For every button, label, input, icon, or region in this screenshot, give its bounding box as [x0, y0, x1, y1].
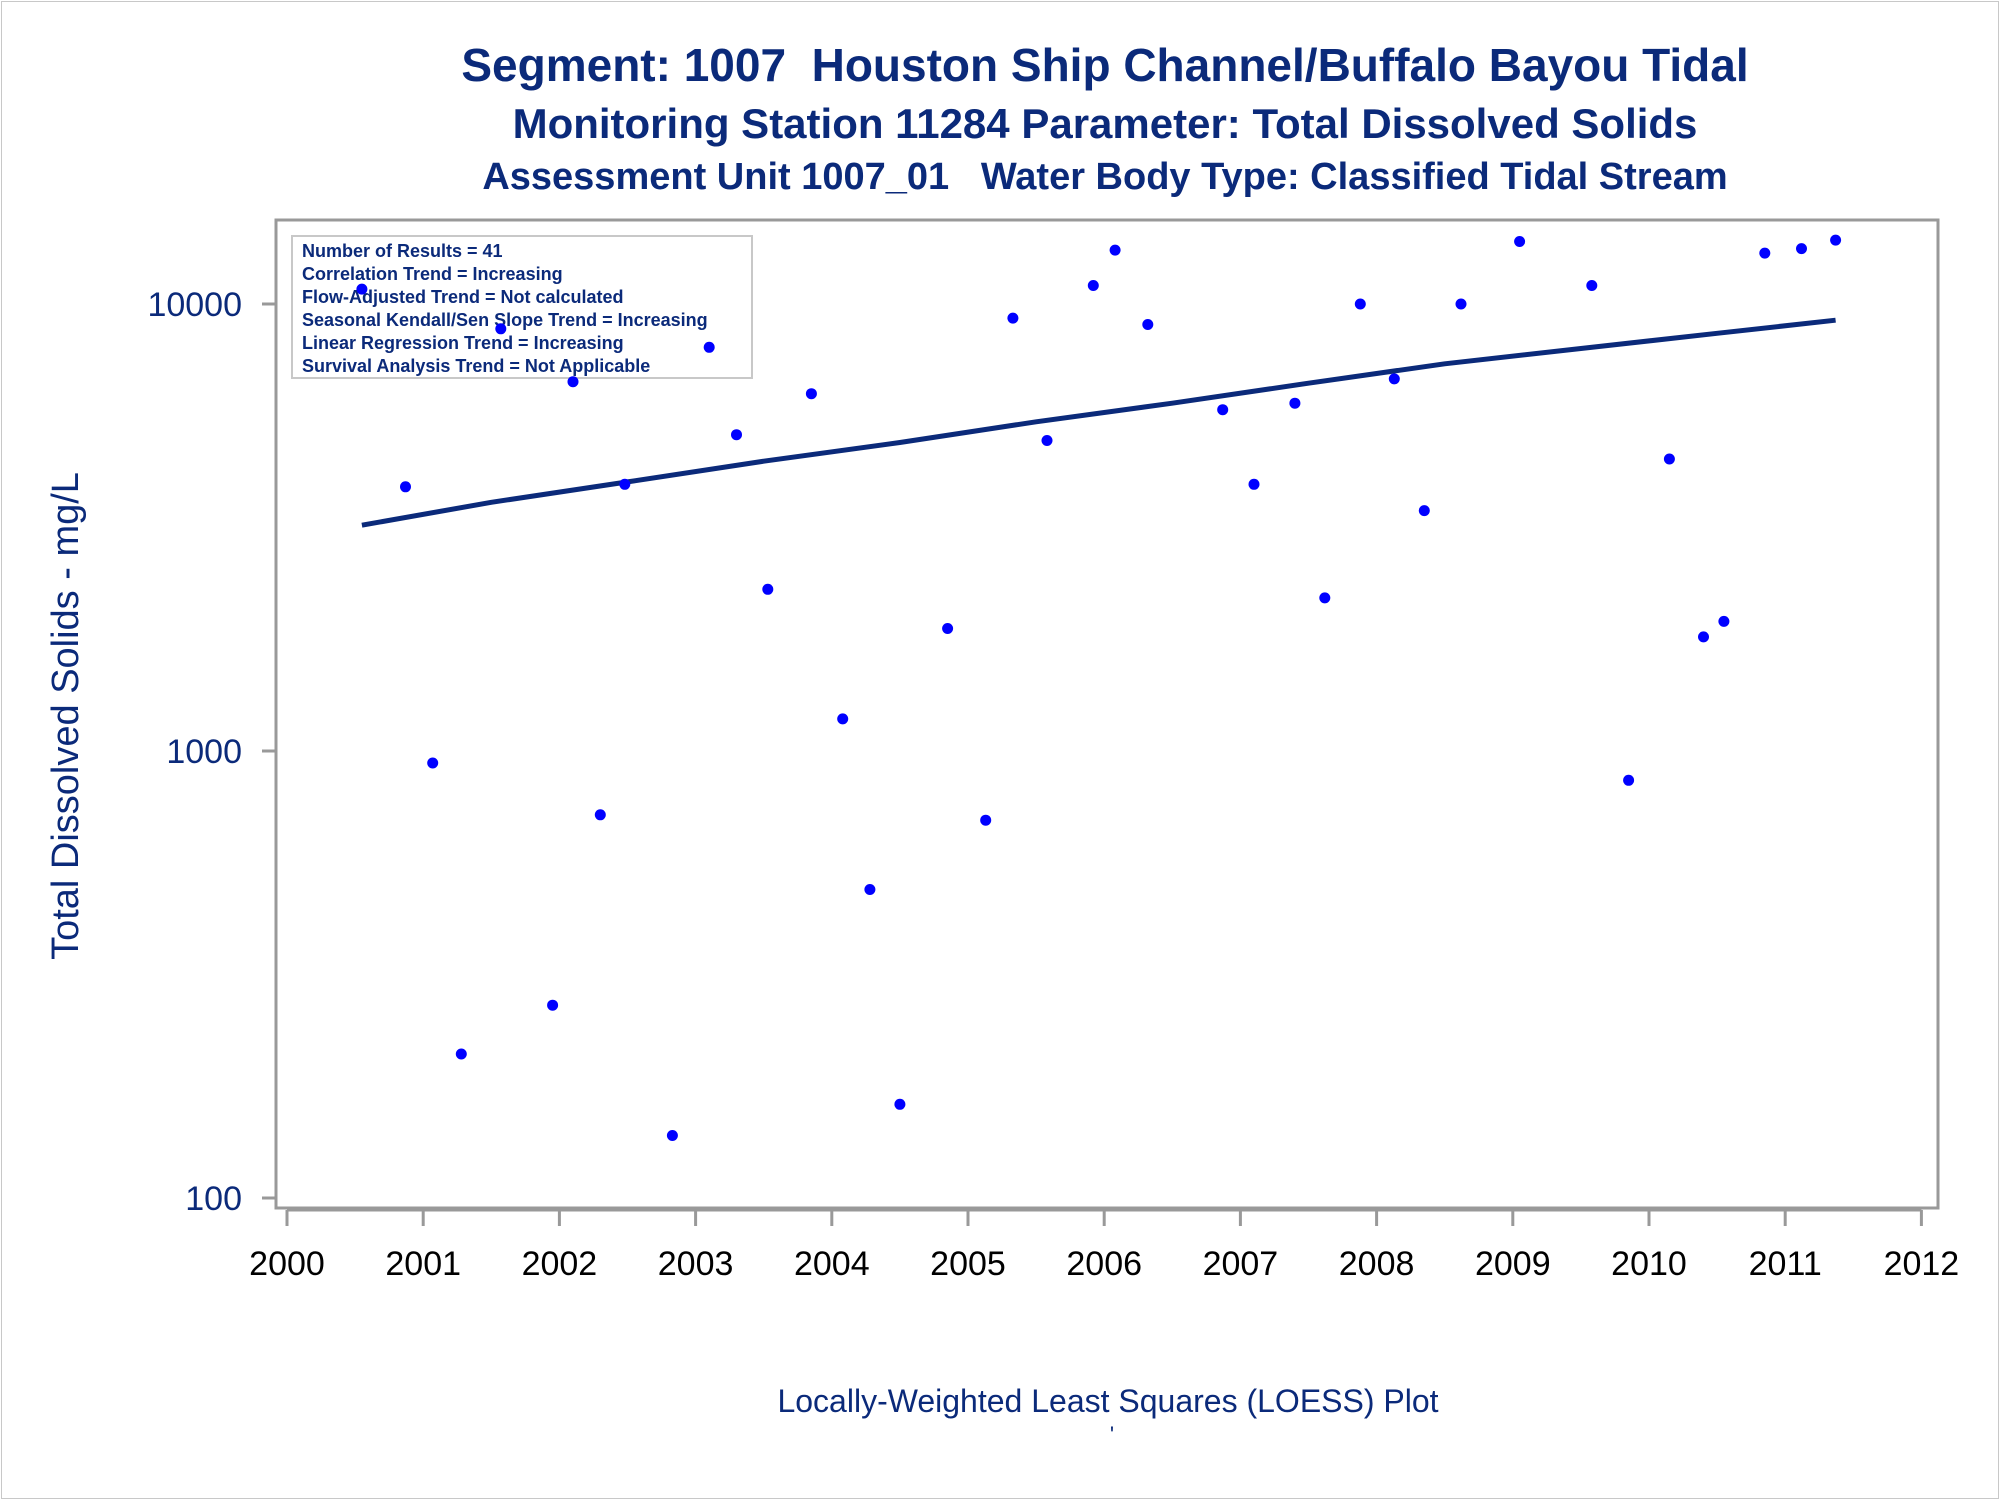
data-point — [1663, 453, 1675, 465]
y-axis: 100 1000 10000 — [147, 286, 276, 1218]
y-tick-label: 100 — [185, 1180, 242, 1218]
x-tick-label: 2003 — [658, 1245, 734, 1283]
data-point — [1109, 244, 1121, 256]
legend-entry-seasonal-kendall: Seasonal Kendall/Sen Slope Trend = Incre… — [302, 310, 708, 330]
data-point — [356, 283, 368, 295]
data-point — [594, 809, 606, 821]
data-point — [1007, 312, 1019, 324]
data-point — [703, 341, 715, 353]
data-point — [619, 478, 631, 490]
data-point — [731, 429, 742, 441]
data-point — [942, 623, 954, 634]
data-point — [567, 376, 579, 388]
data-point — [805, 388, 817, 400]
y-tick-label: 1000 — [166, 733, 242, 771]
x-tick-label: 2010 — [1611, 1245, 1687, 1283]
data-point — [495, 323, 507, 335]
data-point — [547, 999, 559, 1011]
data-point — [1698, 631, 1709, 643]
data-point — [1796, 243, 1807, 255]
trend-legend: Number of Results = 41 Correlation Trend… — [291, 235, 753, 379]
plot-footnote: Locally-Weighted Least Squares (LOESS) P… — [777, 1383, 1438, 1419]
data-point — [1041, 435, 1053, 446]
data-point — [1830, 234, 1842, 246]
trend-layer — [361, 317, 1836, 528]
legend-entry-correlation: Correlation Trend = Increasing — [302, 264, 563, 284]
data-point — [864, 884, 876, 895]
data-point — [400, 481, 411, 493]
x-tick-label: 2011 — [1749, 1245, 1822, 1283]
data-point — [666, 1130, 678, 1141]
plot-area — [274, 218, 1940, 1210]
data-point — [1418, 505, 1430, 517]
legend-entry-results: Number of Results = 41 — [302, 241, 503, 261]
x-tick-label: 2009 — [1475, 1245, 1551, 1283]
data-point — [1087, 280, 1099, 291]
x-tick-label: 2000 — [249, 1245, 325, 1283]
x-tick-label: 2001 — [385, 1245, 461, 1283]
chart-subtitle-station: Monitoring Station 11284 Parameter: Tota… — [512, 100, 1698, 147]
y-tick-label: 10000 — [147, 286, 242, 324]
data-point — [762, 583, 774, 595]
data-point — [1514, 236, 1526, 247]
data-point — [1319, 592, 1331, 604]
x-tick-label: 2006 — [1066, 1245, 1142, 1283]
data-point — [1718, 615, 1730, 627]
data-point — [980, 814, 992, 826]
y-axis-label: Total Dissolved Solids - mg/L — [45, 472, 87, 960]
x-tick-label: 2007 — [1203, 1245, 1279, 1283]
data-point — [837, 713, 849, 725]
points-layer — [356, 234, 1842, 1141]
data-point — [1623, 774, 1635, 786]
x-tick-label: 2002 — [522, 1245, 598, 1283]
data-point — [894, 1098, 906, 1110]
loess-trend-line — [361, 317, 1836, 528]
legend-entry-flow-adjusted: Flow-Adjusted Trend = Not calculated — [302, 287, 624, 307]
data-point — [427, 757, 439, 769]
data-point — [1217, 404, 1229, 416]
x-tick-label: 2005 — [930, 1245, 1006, 1283]
x-tick-label: 2008 — [1339, 1245, 1415, 1283]
data-point — [1759, 247, 1771, 259]
data-point — [1586, 280, 1598, 291]
x-axis: 2000 2001 2002 2003 2004 2005 2006 2007 2008 2009… — [249, 1208, 1960, 1283]
chart-subtitle-assessment: Assessment Unit 1007_01 Water Body Type:… — [482, 156, 1728, 198]
footnote-tick-mark: ' — [1110, 1422, 1114, 1447]
chart-title: Segment: 1007 Houston Ship Channel/Buffa… — [461, 39, 1749, 91]
data-point — [455, 1048, 467, 1060]
x-tick-label: 2004 — [794, 1245, 870, 1283]
data-point — [1289, 397, 1301, 409]
x-tick-label: 2012 — [1884, 1245, 1960, 1283]
legend-entry-survival-analysis: Survival Analysis Trend = Not Applicable — [302, 356, 650, 376]
data-point — [1388, 373, 1400, 385]
data-point — [1354, 298, 1366, 310]
data-point — [1455, 298, 1467, 310]
legend-entry-linear-regression: Linear Regression Trend = Increasing — [302, 333, 624, 353]
data-point — [1248, 478, 1260, 490]
data-point — [1142, 319, 1154, 330]
